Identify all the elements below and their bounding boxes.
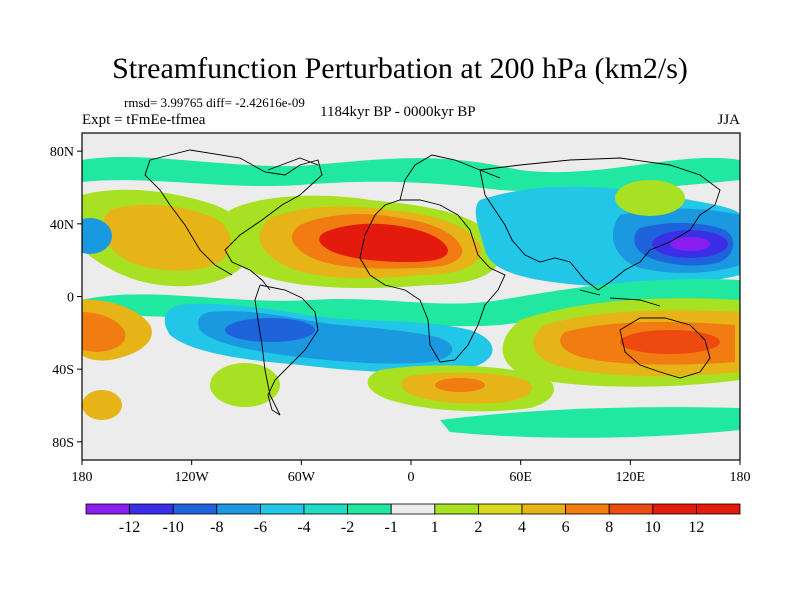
coastline-south-america-east <box>259 284 319 416</box>
colorbar-swatch <box>129 503 174 515</box>
contour-band <box>82 156 740 192</box>
lon-tick-label: 60W <box>288 470 316 485</box>
contour-band <box>82 390 122 420</box>
plot-title: Streamfunction Perturbation at 200 hPa (… <box>112 52 688 85</box>
colorbar-swatch <box>434 503 479 515</box>
lon-tick-label: 120W <box>175 470 210 485</box>
coastline-australia <box>619 317 711 379</box>
colorbar-swatch <box>303 503 348 515</box>
colorbar-swatch <box>259 503 305 515</box>
coastline-africa <box>359 199 506 363</box>
coastline-south-america-west <box>254 284 281 416</box>
lat-tick-label: 80N <box>50 145 74 160</box>
colorbar-label: 10 <box>645 519 661 536</box>
coastline-north-america-west <box>144 159 233 276</box>
contour-band <box>82 218 112 254</box>
lon-tick-label: 180 <box>730 470 751 485</box>
colorbar-label: 1 <box>431 519 439 536</box>
colorbar-label: 4 <box>518 519 526 536</box>
longitude-axis: 180 120W 60W 0 60E 120E 180 <box>72 460 751 485</box>
colorbar-label: -1 <box>385 519 398 536</box>
colorbar-label: -4 <box>297 519 310 536</box>
colorbar-swatch <box>172 503 218 515</box>
contour-band <box>102 204 231 271</box>
colorbar-label: 8 <box>605 519 613 536</box>
coastline-north-america <box>149 149 323 291</box>
colorbar-label: -6 <box>254 519 267 536</box>
lon-tick-label: 0 <box>408 470 415 485</box>
coastline-indonesia <box>579 289 661 307</box>
colorbar-swatch <box>347 503 392 515</box>
lat-tick-label: 80S <box>52 436 74 451</box>
experiment-label: Expt = tFmEe-tfmea <box>82 112 206 128</box>
stats-line: rmsd= 3.99765 diff= -2.42616e-09 <box>124 95 305 110</box>
colorbar-swatch <box>390 503 436 515</box>
colorbar-swatch <box>608 503 654 515</box>
latitude-axis: 80N 40N 0 40S 80S <box>50 145 82 451</box>
colorbar-label: -8 <box>210 519 223 536</box>
colorbar-label: 6 <box>562 519 570 536</box>
coastline-greenland <box>267 157 319 171</box>
map-field <box>82 133 740 460</box>
lat-tick-label: 0 <box>67 291 74 306</box>
lat-tick-label: 40N <box>50 218 74 233</box>
colorbar-label: 2 <box>474 519 482 536</box>
contour-band <box>615 180 685 216</box>
season-label: JJA <box>717 112 740 128</box>
period-label: 1184kyr BP - 0000kyr BP <box>320 104 476 120</box>
colorbar-label: -2 <box>341 519 354 536</box>
colorbar-swatch <box>85 503 130 515</box>
contour-band <box>82 312 126 352</box>
coastline-asia <box>479 157 721 291</box>
contour-band <box>620 330 720 354</box>
field-contours <box>82 156 740 438</box>
colorbar-swatch <box>521 503 566 515</box>
contour-band <box>225 318 315 342</box>
contour-band <box>440 407 740 438</box>
colorbar: -12 -10 -8 -6 -4 -2 -1 1 2 4 6 8 10 12 <box>85 503 741 536</box>
colorbar-swatch <box>696 503 741 515</box>
colorbar-swatch <box>565 503 610 515</box>
lat-tick-label: 40S <box>52 363 74 378</box>
colorbar-swatch <box>652 503 697 515</box>
contour-band <box>435 378 485 392</box>
contour-band <box>319 223 448 262</box>
colorbar-swatch <box>477 503 523 515</box>
colorbar-label: -12 <box>119 519 140 536</box>
lon-tick-label: 120E <box>616 470 646 485</box>
coastlines <box>144 149 721 416</box>
contour-band <box>210 363 280 407</box>
lon-tick-label: 60E <box>509 470 532 485</box>
colorbar-label: -10 <box>163 519 184 536</box>
colorbar-label: 12 <box>688 519 704 536</box>
lon-tick-label: 180 <box>72 470 93 485</box>
colorbar-swatch <box>216 503 261 515</box>
contour-band <box>670 237 710 251</box>
